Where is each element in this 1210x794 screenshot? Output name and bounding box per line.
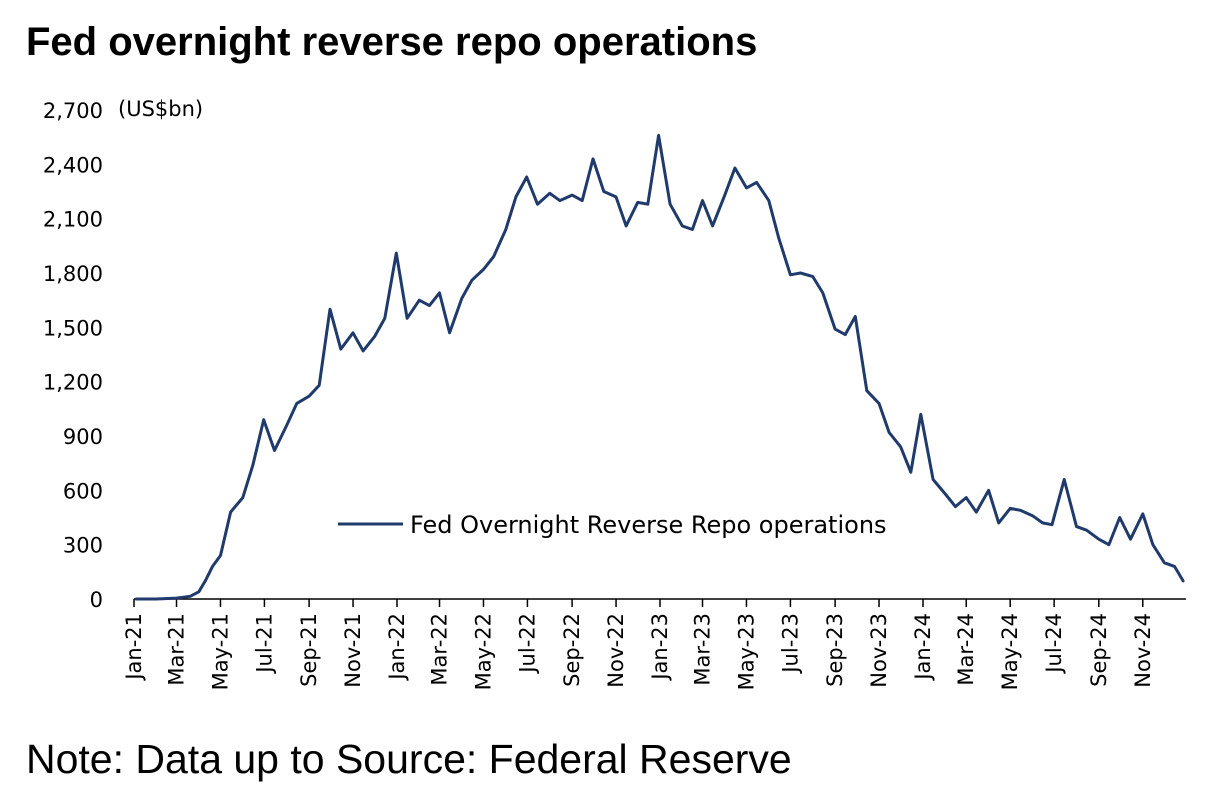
x-tick-label: Jul-23 <box>778 613 802 675</box>
y-tick-label: 2,400 <box>43 153 103 177</box>
x-tick-label: Mar-24 <box>954 613 978 686</box>
x-tick-label: Nov-23 <box>867 613 891 688</box>
x-tick-label: Jan-23 <box>648 613 672 682</box>
x-tick-label: Sep-24 <box>1087 613 1111 687</box>
x-axis-ticks: Jan-21 Mar-21 May-21 Jul-21 Sep-21 Nov-21 Jan-… <box>122 599 1155 690</box>
legend-label: Fed Overnight Reverse Repo operations <box>410 511 887 539</box>
y-tick-label: 2,700 <box>43 99 103 123</box>
chart-title: Fed overnight reverse repo operations <box>26 20 758 64</box>
x-tick-label: Sep-21 <box>297 613 321 687</box>
y-tick-label: 0 <box>90 588 103 612</box>
x-tick-label: Sep-22 <box>560 613 584 687</box>
x-tick-label: Jan-21 <box>122 613 146 682</box>
x-tick-label: May-23 <box>734 613 758 690</box>
y-axis-ticks: 0 300 600 900 1,200 1,500 1,800 2,100 2,400 2,700 <box>43 99 103 612</box>
x-tick-label: Nov-21 <box>341 613 365 688</box>
x-tick-label: May-24 <box>998 613 1022 690</box>
y-tick-label: 1,200 <box>43 371 103 395</box>
series-line-fed-overnight-reverse-repo <box>134 133 1185 601</box>
x-tick-label: Jul-24 <box>1042 613 1066 675</box>
x-tick-label: Jan-22 <box>385 613 409 682</box>
y-tick-label: 1,500 <box>43 316 103 340</box>
y-tick-label: 300 <box>63 534 103 558</box>
y-tick-label: 1,800 <box>43 262 103 286</box>
x-tick-label: Mar-22 <box>428 613 452 686</box>
x-tick-label: Nov-24 <box>1131 613 1155 688</box>
x-tick-label: May-22 <box>471 613 495 690</box>
x-tick-label: Mar-21 <box>165 613 189 686</box>
y-axis-unit-label: (US$bn) <box>118 97 203 121</box>
source-note: Note: Data up to Source: Federal Reserve <box>26 736 792 782</box>
y-tick-label: 900 <box>63 425 103 449</box>
y-tick-label: 2,100 <box>43 208 103 232</box>
x-tick-label: May-21 <box>208 613 232 690</box>
x-tick-label: Sep-23 <box>823 613 847 687</box>
x-tick-label: Jul-22 <box>515 613 539 675</box>
legend: Fed Overnight Reverse Repo operations <box>338 511 887 539</box>
y-tick-label: 600 <box>63 479 103 503</box>
x-tick-label: Jan-24 <box>911 613 935 682</box>
x-tick-label: Nov-22 <box>604 613 628 688</box>
x-tick-label: Mar-23 <box>691 613 715 686</box>
x-tick-label: Jul-21 <box>252 613 276 675</box>
